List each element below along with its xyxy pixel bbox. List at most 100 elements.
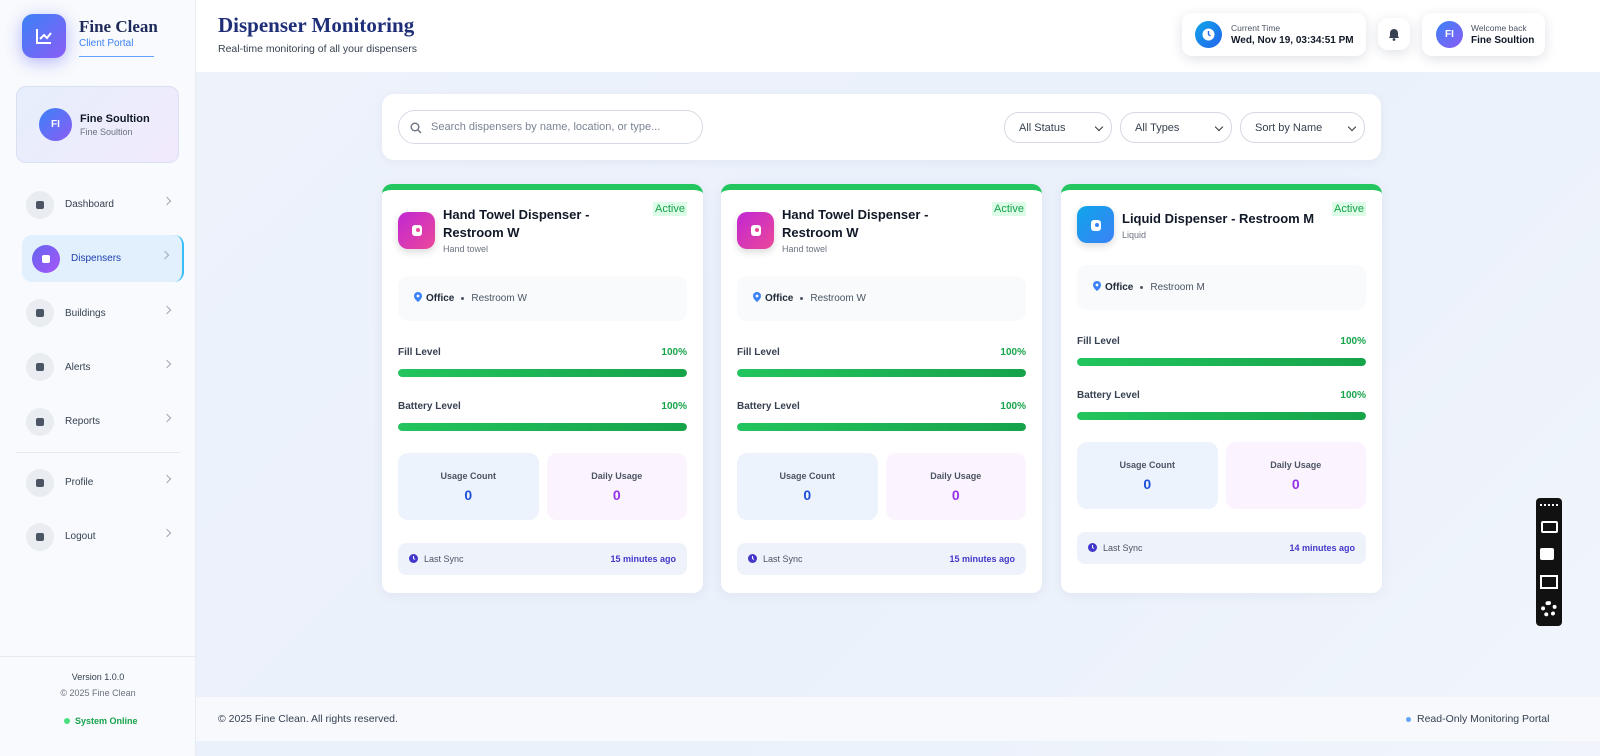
stat-value: 0 <box>951 486 960 503</box>
search-placeholder: Search dispensers by name, location, or … <box>431 121 661 133</box>
system-status: System Online <box>75 716 138 726</box>
level-value: 100% <box>1000 400 1026 412</box>
nav-label: Buildings <box>65 307 106 319</box>
nav-item[interactable]: Logout <box>22 513 184 560</box>
sync-time: 14 minutes ago <box>1289 543 1355 553</box>
window-button[interactable] <box>1540 575 1558 589</box>
level-row: Battery Level 100% <box>1077 388 1366 402</box>
avatar: FI <box>39 108 72 141</box>
room: Restroom W <box>471 293 527 304</box>
level-value: 100% <box>1340 335 1366 347</box>
location-box: Office Restroom W <box>398 276 687 321</box>
copyright: © 2025 Fine Clean <box>60 688 136 698</box>
pin-icon <box>1093 281 1101 294</box>
chevron <box>162 196 172 206</box>
level-track <box>1077 358 1366 366</box>
nav-icon <box>32 244 60 273</box>
dispenser-card[interactable]: Hand Towel Dispenser - Restroom W Hand to… <box>382 184 703 593</box>
dispenser-card[interactable]: Hand Towel Dispenser - Restroom W Hand to… <box>721 184 1042 593</box>
stat-label: Daily Usage <box>930 470 982 481</box>
record-button[interactable] <box>1540 548 1554 560</box>
footer-copyright: © 2025 Fine Clean. All rights reserved. <box>218 713 398 725</box>
separator-dot <box>461 297 465 300</box>
nav-label: Logout <box>65 531 96 543</box>
nav-item[interactable]: Alerts <box>22 344 184 391</box>
footer: © 2025 Fine Clean. All rights reserved. … <box>196 697 1600 741</box>
title-box: Liquid Dispenser - Restroom M Liquid <box>1122 210 1332 240</box>
toolbar-menu[interactable] <box>1540 504 1558 507</box>
nav-item[interactable]: Dispensers <box>22 235 184 283</box>
status-badge: Active <box>992 202 1026 216</box>
dispenser-name: Liquid Dispenser - Restroom M <box>1122 210 1315 226</box>
stat-label: Daily Usage <box>1270 459 1322 470</box>
mode-dot <box>1406 717 1411 722</box>
building: Office <box>426 293 455 304</box>
nav-item[interactable]: Profile <box>22 459 184 506</box>
status-select[interactable]: All Status <box>1004 112 1112 143</box>
welcome-card[interactable]: FI Welcome back Fine Soultion <box>1422 13 1545 56</box>
level-value: 100% <box>1000 346 1026 358</box>
nav-item[interactable]: Buildings <box>22 290 184 337</box>
level-label: Battery Level <box>737 400 800 412</box>
sync-time: 15 minutes ago <box>949 554 1015 564</box>
settings-button[interactable] <box>1541 601 1557 617</box>
dispenser-card[interactable]: Liquid Dispenser - Restroom M Liquid Activ… <box>1061 184 1382 593</box>
stat-box: Daily Usage 0 <box>546 453 687 520</box>
building: Office <box>765 293 794 304</box>
level-bar <box>737 369 1026 377</box>
level-bar <box>398 423 687 431</box>
stat-box: Usage Count 0 <box>1077 442 1218 509</box>
level-track <box>1077 412 1366 420</box>
search-input[interactable]: Search dispensers by name, location, or … <box>398 110 703 144</box>
sync-icon <box>1088 542 1103 554</box>
nav-label: Alerts <box>65 361 91 373</box>
level-track <box>737 423 1026 431</box>
sync-label: Last Sync <box>424 554 464 564</box>
notifications-button[interactable] <box>1378 18 1410 50</box>
sync-time: 15 minutes ago <box>610 554 676 564</box>
level-label: Fill Level <box>737 346 780 358</box>
sync-icon <box>748 553 763 565</box>
page-subtitle: Real-time monitoring of all your dispens… <box>218 43 418 55</box>
separator <box>16 452 180 453</box>
filter-panel: Search dispensers by name, location, or … <box>382 94 1381 160</box>
stat-box: Daily Usage 0 <box>1225 442 1366 509</box>
nav-item[interactable]: Dashboard <box>22 181 184 228</box>
level-value: 100% <box>1340 389 1366 401</box>
welcome-user: Fine Soultion <box>1471 35 1535 46</box>
stat-value: 0 <box>1143 475 1152 492</box>
welcome-label: Welcome back <box>1471 23 1527 33</box>
stat-label: Usage Count <box>440 470 496 481</box>
screenshot-button[interactable] <box>1541 521 1558 533</box>
select-value: All Types <box>1135 121 1180 134</box>
building: Office <box>1105 282 1134 293</box>
footer-mode: Read-Only Monitoring Portal <box>1417 713 1550 725</box>
nav-label: Dispensers <box>71 253 122 265</box>
level-bar <box>737 423 1026 431</box>
sort-select[interactable]: Sort by Name <box>1240 112 1365 143</box>
type-select[interactable]: All Types <box>1120 112 1232 143</box>
nav-icon <box>26 299 54 328</box>
page-title: Dispenser Monitoring <box>218 13 415 37</box>
stat-box: Usage Count 0 <box>398 453 539 520</box>
level-bar <box>1077 358 1366 366</box>
dispenser-name: Hand Towel Dispenser - Restroom W <box>443 207 590 240</box>
nav-item[interactable]: Reports <box>22 398 184 445</box>
dispenser-type: Hand towel <box>782 244 828 254</box>
chevron <box>162 529 172 538</box>
title-box: Hand Towel Dispenser - Restroom W Hand to… <box>782 206 992 254</box>
brand-sub: Client Portal <box>79 38 154 57</box>
level-label: Fill Level <box>1077 335 1120 347</box>
chevron <box>160 251 170 260</box>
stats: Usage Count 0 Daily Usage 0 <box>1077 442 1366 509</box>
sidebar: Fine Clean Client Portal FI Fine Soultio… <box>0 0 196 756</box>
nav-label: Profile <box>65 477 94 488</box>
stat-value: 0 <box>464 486 473 503</box>
nav-icon <box>26 407 54 436</box>
title-box: Hand Towel Dispenser - Restroom W Hand to… <box>443 206 653 254</box>
dispenser-name: Hand Towel Dispenser - Restroom W <box>782 207 929 240</box>
nav-label: Reports <box>65 416 101 428</box>
dispenser-type: Hand towel <box>443 244 489 254</box>
level-track <box>398 369 687 377</box>
